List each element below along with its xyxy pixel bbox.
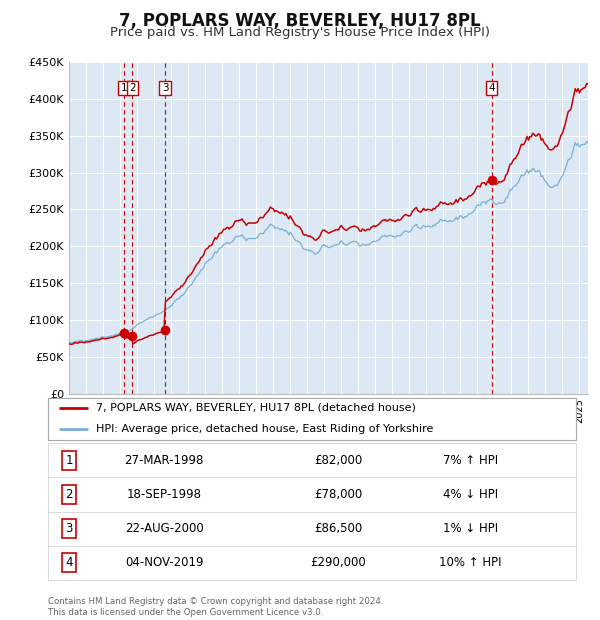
Text: 1: 1 <box>121 83 127 93</box>
Text: 7, POPLARS WAY, BEVERLEY, HU17 8PL: 7, POPLARS WAY, BEVERLEY, HU17 8PL <box>119 12 481 30</box>
Text: 7, POPLARS WAY, BEVERLEY, HU17 8PL (detached house): 7, POPLARS WAY, BEVERLEY, HU17 8PL (deta… <box>95 403 415 413</box>
Text: 04-NOV-2019: 04-NOV-2019 <box>125 556 203 569</box>
Text: 2: 2 <box>129 83 136 93</box>
Text: 3: 3 <box>161 83 168 93</box>
Text: 3: 3 <box>65 522 73 535</box>
Text: 10% ↑ HPI: 10% ↑ HPI <box>439 556 502 569</box>
Text: 1: 1 <box>65 454 73 467</box>
Text: £290,000: £290,000 <box>311 556 366 569</box>
Text: 7% ↑ HPI: 7% ↑ HPI <box>443 454 498 467</box>
Text: £78,000: £78,000 <box>314 488 362 501</box>
Text: 4% ↓ HPI: 4% ↓ HPI <box>443 488 498 501</box>
Text: 18-SEP-1998: 18-SEP-1998 <box>127 488 202 501</box>
Text: Contains HM Land Registry data © Crown copyright and database right 2024.
This d: Contains HM Land Registry data © Crown c… <box>48 598 383 617</box>
Text: £86,500: £86,500 <box>314 522 362 535</box>
Text: 22-AUG-2000: 22-AUG-2000 <box>125 522 203 535</box>
Text: 4: 4 <box>65 556 73 569</box>
Text: 2: 2 <box>65 488 73 501</box>
Text: Price paid vs. HM Land Registry's House Price Index (HPI): Price paid vs. HM Land Registry's House … <box>110 26 490 39</box>
Text: 27-MAR-1998: 27-MAR-1998 <box>124 454 204 467</box>
Text: 1% ↓ HPI: 1% ↓ HPI <box>443 522 498 535</box>
Text: £82,000: £82,000 <box>314 454 362 467</box>
Text: HPI: Average price, detached house, East Riding of Yorkshire: HPI: Average price, detached house, East… <box>95 424 433 434</box>
Text: 4: 4 <box>488 83 495 93</box>
